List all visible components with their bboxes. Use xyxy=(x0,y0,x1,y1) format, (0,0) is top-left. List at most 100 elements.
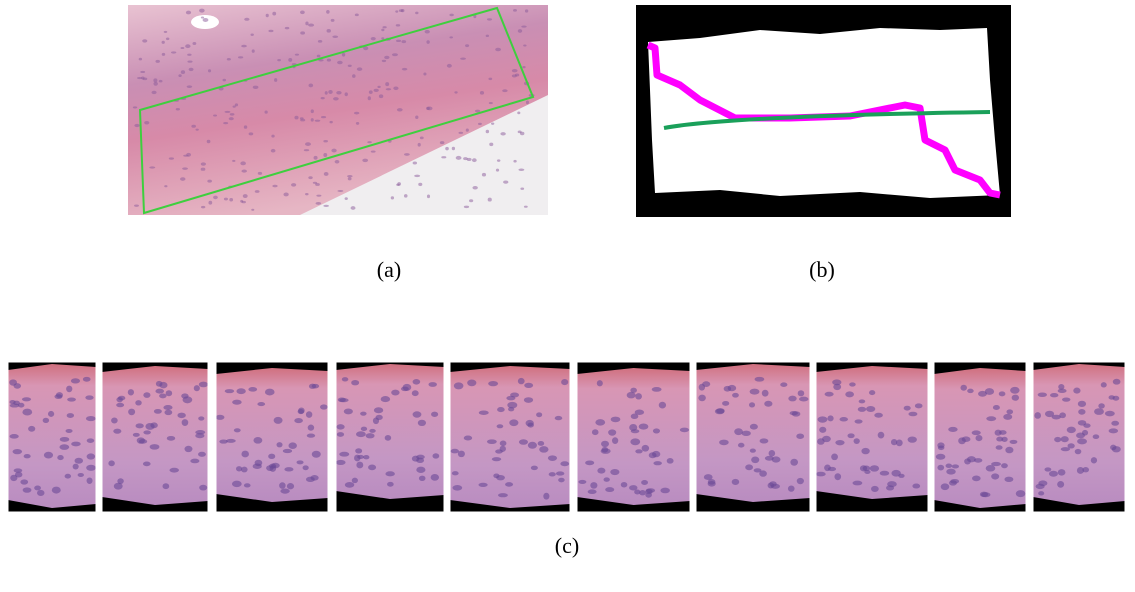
texture xyxy=(185,44,190,48)
texture xyxy=(315,120,321,122)
texture xyxy=(825,392,834,397)
texture xyxy=(635,449,642,453)
texture xyxy=(213,196,218,200)
texture xyxy=(762,390,769,397)
texture xyxy=(352,74,355,78)
texture xyxy=(595,419,605,425)
figure: (a) (b) (c) xyxy=(0,0,1135,592)
texture xyxy=(224,111,230,113)
tile xyxy=(816,362,928,512)
texture xyxy=(465,44,469,47)
texture xyxy=(937,442,944,448)
texture xyxy=(645,492,652,498)
texture xyxy=(327,59,331,62)
texture xyxy=(1113,396,1120,401)
texture xyxy=(458,451,465,458)
texture xyxy=(413,379,421,385)
texture xyxy=(985,388,994,395)
texture xyxy=(232,400,241,405)
texture xyxy=(166,390,173,396)
texture xyxy=(277,59,281,61)
texture xyxy=(71,442,81,447)
texture xyxy=(467,158,472,161)
texture xyxy=(527,423,534,428)
texture xyxy=(291,183,296,186)
texture xyxy=(578,480,586,484)
texture xyxy=(1113,379,1121,385)
texture xyxy=(948,427,957,432)
texture xyxy=(432,453,439,458)
texture xyxy=(759,470,767,476)
texture xyxy=(196,129,199,131)
texture xyxy=(162,53,165,56)
texture xyxy=(962,436,971,442)
texture xyxy=(413,411,422,417)
texture xyxy=(356,122,359,125)
texture xyxy=(382,60,386,62)
texture xyxy=(502,89,507,92)
texture xyxy=(327,29,331,33)
texture xyxy=(531,466,538,471)
texture xyxy=(659,402,666,409)
texture xyxy=(1058,469,1066,475)
texture xyxy=(323,140,328,142)
texture xyxy=(266,14,269,17)
texture xyxy=(385,471,394,476)
texture xyxy=(974,458,983,463)
tile xyxy=(102,362,208,512)
texture xyxy=(213,115,217,117)
texture xyxy=(308,176,312,179)
texture xyxy=(1094,408,1104,415)
texture xyxy=(431,412,438,417)
texture xyxy=(233,105,236,107)
texture xyxy=(355,448,362,453)
texture xyxy=(415,115,418,119)
texture xyxy=(194,385,200,391)
texture xyxy=(309,384,316,389)
texture xyxy=(298,409,304,414)
texture xyxy=(847,433,854,438)
texture xyxy=(487,439,497,444)
texture xyxy=(487,18,492,20)
texture xyxy=(1006,409,1013,414)
texture xyxy=(750,424,758,430)
texture xyxy=(268,454,275,459)
texture xyxy=(136,423,144,428)
texture xyxy=(37,490,44,496)
texture xyxy=(513,9,517,12)
texture xyxy=(274,417,283,424)
texture xyxy=(140,71,145,73)
texture xyxy=(385,82,389,86)
texture xyxy=(253,86,259,89)
texture xyxy=(336,91,341,95)
texture xyxy=(549,472,556,476)
texture xyxy=(244,18,249,21)
texture xyxy=(190,459,199,464)
texture xyxy=(108,460,114,466)
texture xyxy=(454,382,464,389)
texture xyxy=(621,482,628,487)
texture xyxy=(199,485,207,491)
texture xyxy=(629,485,637,490)
texture xyxy=(22,397,31,401)
texture xyxy=(201,206,205,208)
texture xyxy=(203,18,209,22)
texture xyxy=(308,24,314,27)
texture xyxy=(904,406,911,411)
texture xyxy=(526,101,529,105)
texture xyxy=(891,470,900,477)
texture xyxy=(176,108,180,110)
texture xyxy=(887,481,897,487)
texture xyxy=(486,35,489,37)
texture xyxy=(60,437,70,442)
panel-label: (b) xyxy=(809,257,835,282)
texture xyxy=(1078,409,1085,415)
texture xyxy=(24,454,31,458)
tile xyxy=(1033,362,1125,512)
texture xyxy=(10,404,20,408)
texture xyxy=(153,82,157,86)
texture xyxy=(192,42,196,45)
texture xyxy=(1049,471,1058,477)
texture xyxy=(602,447,609,453)
texture xyxy=(858,407,866,412)
